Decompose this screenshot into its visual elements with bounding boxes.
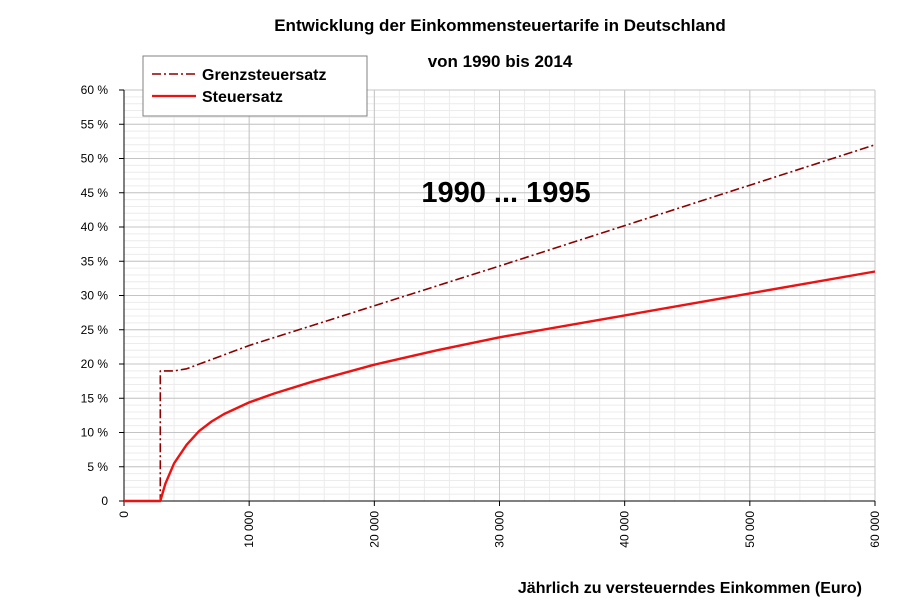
y-tick-label: 25 % <box>81 323 109 337</box>
y-tick-label: 30 % <box>81 289 109 303</box>
legend: Grenzsteuersatz Steuersatz <box>142 55 368 117</box>
legend-box <box>142 55 368 117</box>
y-tick-label: 45 % <box>81 186 109 200</box>
grid <box>123 89 876 502</box>
y-tick-label: 15 % <box>81 391 109 405</box>
y-tick-label: 40 % <box>81 220 109 234</box>
y-tick-label: 10 % <box>81 426 109 440</box>
y-tick-label: 50 % <box>81 152 109 166</box>
x-tick-label: 20 000 <box>367 511 381 548</box>
y-tick-label: 55 % <box>81 117 109 131</box>
x-tick-label: 50 000 <box>743 511 757 548</box>
x-tick-label: 10 000 <box>242 511 256 548</box>
y-tick-label: 0 <box>101 494 108 508</box>
legend-label-grenzsteuersatz: Grenzsteuersatz <box>202 67 327 84</box>
chart-subtitle: von 1990 bis 2014 <box>428 52 573 71</box>
period-annotation: 1990 ... 1995 <box>421 177 590 209</box>
y-tick-label: 5 % <box>87 460 108 474</box>
x-tick-label: 0 <box>117 511 131 518</box>
x-tick-label: 40 000 <box>618 511 632 548</box>
series-layer <box>124 144 876 503</box>
y-tick-label: 20 % <box>81 357 109 371</box>
x-axis-label: Jährlich zu versteuerndes Einkommen (Eur… <box>518 580 862 597</box>
legend-label-steuersatz: Steuersatz <box>202 89 283 106</box>
x-tick-label: 30 000 <box>493 511 507 548</box>
tick-labels: 0 5 % 10 % 15 % 20 % 25 % 30 % 35 % 40 % 45 % 50 %… <box>81 83 882 548</box>
axes <box>119 89 876 506</box>
series-line-grenzsteuersatz <box>124 144 876 502</box>
y-tick-label: 60 % <box>81 83 109 97</box>
x-tick-label: 60 000 <box>868 511 882 548</box>
y-tick-label: 35 % <box>81 254 109 268</box>
chart-title: Entwicklung der Einkommensteuertarife in… <box>274 16 726 35</box>
series-line-steuersatz <box>124 270 876 503</box>
